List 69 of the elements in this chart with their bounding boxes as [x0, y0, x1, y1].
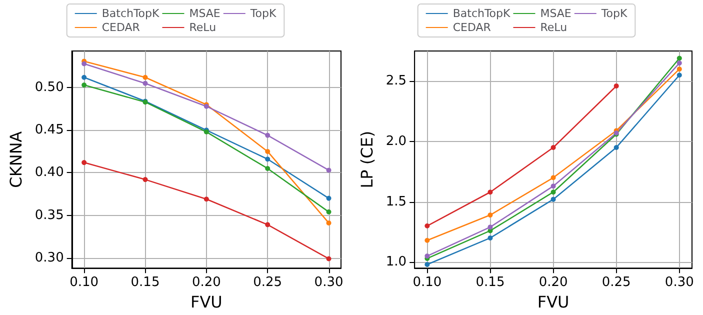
- point: [142, 74, 148, 80]
- point: [424, 262, 430, 267]
- x-tick-label: 0.25: [253, 275, 282, 290]
- legend-label: MSAE: [540, 7, 572, 20]
- point: [488, 235, 493, 240]
- x-axis-title: FVU: [537, 292, 570, 312]
- legend-label: BatchTopK: [102, 7, 160, 20]
- point: [488, 212, 493, 218]
- legend-label: MSAE: [189, 7, 220, 20]
- y-axis-title: LP (CE): [358, 130, 376, 188]
- x-tick-label: 0.25: [602, 275, 631, 290]
- point: [676, 66, 682, 72]
- point: [488, 190, 493, 195]
- point: [326, 196, 332, 201]
- y-tick-label: 2.5: [386, 74, 407, 89]
- legend-label: ReLu: [540, 21, 568, 34]
- point: [550, 190, 556, 195]
- y-tick-label: 2.0: [386, 134, 407, 149]
- x-tick-label: 0.20: [538, 275, 568, 290]
- point: [424, 223, 430, 228]
- x-tick-label: 0.30: [664, 275, 694, 290]
- point: [265, 132, 270, 138]
- y-tick-label: 0.35: [34, 208, 64, 223]
- y-tick-label: 0.30: [34, 250, 64, 266]
- legend-label: CEDAR: [452, 21, 492, 34]
- point: [326, 220, 332, 226]
- x-tick-label: 0.10: [412, 275, 442, 290]
- legend-label: BatchTopK: [452, 7, 512, 20]
- point: [326, 209, 332, 214]
- y-tick-label: 0.45: [34, 122, 64, 138]
- point: [676, 56, 682, 61]
- y-tick-label: 0.50: [34, 80, 64, 96]
- point: [614, 83, 619, 88]
- point: [142, 177, 148, 182]
- point: [82, 82, 87, 88]
- point: [326, 256, 332, 262]
- point: [142, 80, 148, 86]
- point: [265, 222, 270, 228]
- y-tick-label: 1.5: [386, 194, 407, 210]
- y-tick-label: 0.40: [34, 165, 64, 180]
- point: [326, 168, 332, 173]
- point: [82, 74, 87, 80]
- legend-label: TopK: [249, 7, 277, 20]
- legend-label: TopK: [600, 7, 628, 20]
- point: [265, 156, 270, 162]
- point: [204, 196, 209, 202]
- y-tick-label: 1.0: [386, 254, 407, 270]
- point: [265, 148, 270, 154]
- point: [82, 61, 87, 66]
- point: [676, 72, 682, 78]
- point: [424, 238, 430, 243]
- legend-label: CEDAR: [102, 21, 140, 34]
- legend-label: ReLu: [189, 21, 216, 34]
- point: [550, 196, 556, 202]
- point: [550, 184, 556, 189]
- x-tick-label: 0.10: [70, 275, 99, 290]
- point: [488, 224, 493, 230]
- point: [676, 60, 682, 66]
- point: [265, 166, 270, 171]
- x-tick-label: 0.30: [314, 275, 344, 290]
- point: [550, 144, 556, 150]
- point: [82, 160, 87, 166]
- point: [614, 144, 619, 150]
- y-axis-title: CKNNA: [6, 131, 26, 188]
- x-axis-title: FVU: [190, 292, 222, 312]
- x-tick-label: 0.20: [192, 275, 221, 290]
- x-tick-label: 0.15: [130, 275, 160, 290]
- point: [550, 175, 556, 180]
- x-tick-label: 0.15: [476, 275, 505, 290]
